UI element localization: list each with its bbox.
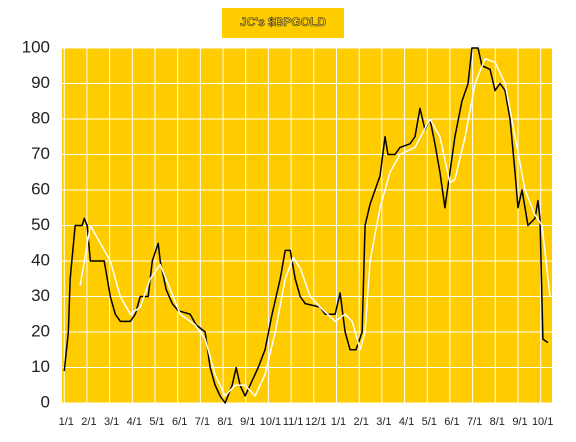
x-tick-label: 10/1 <box>532 416 553 428</box>
y-tick-label: 40 <box>31 250 50 269</box>
x-tick-label: 2/1 <box>354 416 369 428</box>
x-tick-label: 1/1 <box>59 416 74 428</box>
y-tick-label: 10 <box>31 357 50 376</box>
x-tick-label: 8/1 <box>217 416 232 428</box>
x-tick-label: 7/1 <box>467 416 482 428</box>
x-tick-label: 7/1 <box>195 416 210 428</box>
x-tick-label: 4/1 <box>127 416 142 428</box>
x-tick-label: 9/1 <box>512 416 527 428</box>
chart-title: JC's $BPGOLD <box>240 15 327 29</box>
y-tick-label: 30 <box>31 286 50 305</box>
y-tick-label: 50 <box>31 215 50 234</box>
x-tick-label: 9/1 <box>240 416 255 428</box>
x-tick-label: 2/1 <box>81 416 96 428</box>
x-tick-label: 5/1 <box>422 416 437 428</box>
x-tick-label: 12/1 <box>305 416 326 428</box>
y-tick-label: 0 <box>41 392 50 411</box>
x-tick-label: 8/1 <box>490 416 505 428</box>
x-tick-label: 10/1 <box>260 416 281 428</box>
x-tick-label: 3/1 <box>104 416 119 428</box>
y-tick-label: 20 <box>31 321 50 340</box>
y-tick-label: 70 <box>31 144 50 163</box>
x-tick-label: 6/1 <box>172 416 187 428</box>
y-tick-label: 60 <box>31 179 50 198</box>
title-box <box>222 8 344 38</box>
x-tick-label: 3/1 <box>376 416 391 428</box>
x-tick-label: 5/1 <box>149 416 164 428</box>
x-tick-label: 1/1 <box>331 416 346 428</box>
series-line <box>79 57 551 397</box>
y-tick-label: 100 <box>22 37 50 56</box>
x-tick-label: 11/1 <box>283 416 304 428</box>
y-tick-label: 90 <box>31 73 50 92</box>
y-tick-label: 80 <box>31 108 50 127</box>
x-tick-label: 4/1 <box>399 416 414 428</box>
x-tick-label: 6/1 <box>444 416 459 428</box>
